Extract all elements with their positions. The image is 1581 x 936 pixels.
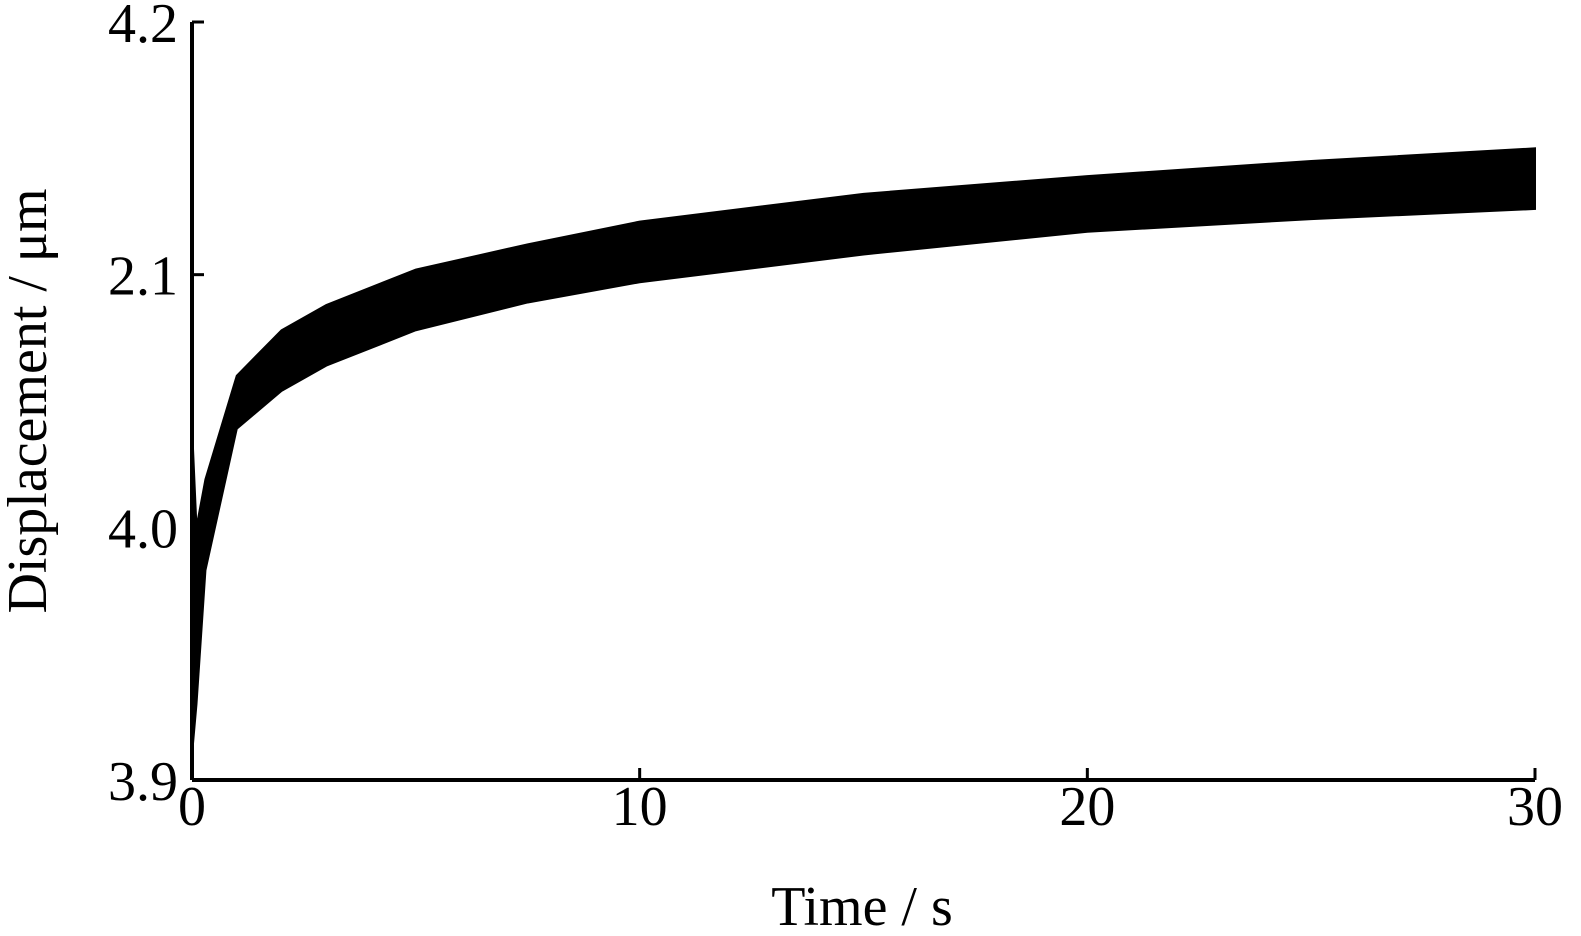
displacement-band — [191, 147, 1536, 755]
x-tick-label: 0 — [178, 776, 206, 838]
x-axis-label: Time / s — [771, 876, 953, 936]
x-tick-label: 30 — [1507, 776, 1563, 838]
y-tick-label: 2.1 — [108, 246, 178, 308]
y-tick-label: 3.9 — [108, 751, 178, 813]
x-tick-label: 10 — [612, 776, 668, 838]
x-tick-label: 20 — [1059, 776, 1115, 838]
y-axis-label: Displacement / μm — [0, 188, 59, 613]
y-tick-label: 4.2 — [108, 0, 178, 55]
y-tick-label: 4.0 — [108, 498, 178, 560]
